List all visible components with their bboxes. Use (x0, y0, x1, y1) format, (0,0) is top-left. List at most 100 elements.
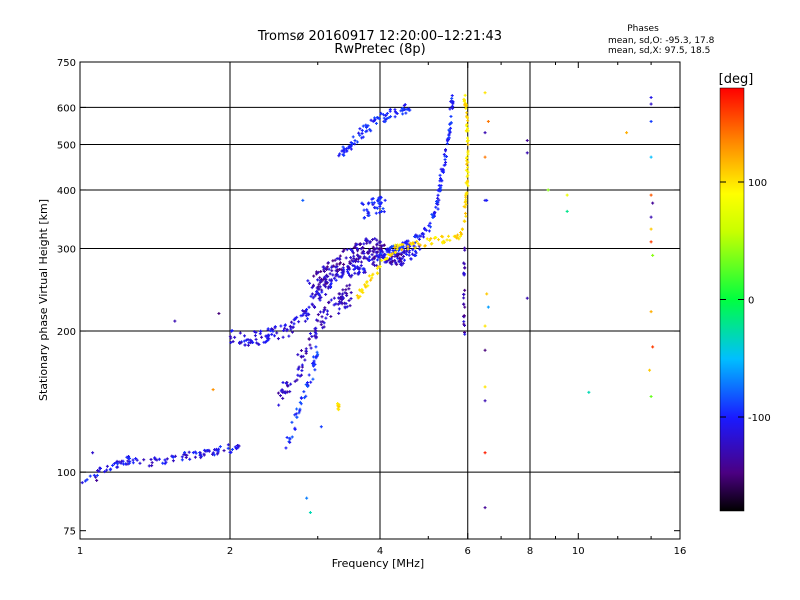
echo-point (299, 355, 303, 359)
echo-point (311, 296, 315, 300)
echo-point (408, 108, 412, 112)
echo-point (228, 450, 232, 454)
echo-point (290, 420, 294, 424)
echo-point (412, 242, 416, 246)
echo-point (298, 374, 302, 378)
echo-point (331, 273, 335, 277)
echo-point (465, 191, 469, 195)
echo-point (127, 461, 131, 465)
echo-point (436, 193, 440, 197)
echo-point (466, 173, 470, 177)
data-points (80, 91, 655, 515)
echo-point (427, 229, 431, 233)
echo-point (363, 268, 367, 272)
echo-point (311, 355, 315, 359)
echo-point (347, 299, 351, 303)
echo-point (462, 99, 466, 103)
echo-point (359, 260, 363, 264)
echo-point (382, 210, 386, 214)
echo-point (398, 246, 402, 250)
x-tick-label: 16 (674, 546, 687, 557)
echo-point (364, 238, 368, 242)
echo-point (651, 345, 655, 349)
echo-point (371, 119, 375, 123)
echo-point (375, 243, 379, 247)
echo-point (649, 193, 653, 197)
echo-point (422, 226, 426, 230)
echo-point (217, 312, 221, 316)
echo-point (103, 470, 107, 474)
echo-point (466, 138, 470, 142)
echo-point (336, 302, 340, 306)
echo-point (649, 240, 653, 244)
echo-point (375, 238, 379, 242)
echo-point (375, 267, 379, 271)
echo-point (337, 402, 341, 406)
echo-point (371, 245, 375, 249)
echo-point (349, 147, 353, 151)
echo-point (83, 479, 87, 483)
echo-point (649, 395, 653, 399)
echo-point (306, 384, 310, 388)
echo-point (339, 267, 343, 271)
echo-point (338, 301, 342, 305)
echo-point (121, 459, 125, 463)
echo-point (358, 256, 362, 260)
echo-point (405, 252, 409, 256)
echo-point (357, 271, 361, 275)
echo-point (371, 249, 375, 253)
echo-point (649, 102, 653, 106)
echo-point (483, 155, 487, 159)
echo-point (357, 131, 361, 135)
y-tick-label: 100 (57, 468, 76, 479)
echo-point (142, 458, 146, 462)
echo-point (353, 142, 357, 146)
echo-point (355, 257, 359, 261)
echo-point (290, 330, 294, 334)
echo-point (463, 288, 467, 292)
echo-point (464, 124, 468, 128)
echo-point (361, 250, 365, 254)
echo-point (462, 314, 466, 318)
echo-point (434, 205, 438, 209)
echo-point (361, 135, 365, 139)
phase-stats-label: Phases (627, 24, 659, 34)
echo-point (332, 296, 336, 300)
echo-point (323, 306, 327, 310)
echo-point (293, 316, 297, 320)
echo-point (463, 305, 467, 309)
echo-point (340, 149, 344, 153)
echo-point (267, 333, 271, 337)
echo-point (329, 281, 333, 285)
echo-point (462, 296, 466, 300)
echo-point (316, 287, 320, 291)
echo-point (253, 334, 257, 338)
echo-point (242, 339, 246, 343)
echo-point (131, 458, 135, 462)
echo-point (393, 251, 397, 255)
echo-point (95, 478, 99, 482)
echo-point (428, 221, 432, 225)
echo-point (483, 91, 487, 95)
echo-point (305, 496, 309, 500)
echo-point (565, 193, 569, 197)
echo-point (322, 308, 326, 312)
echo-point (384, 118, 388, 122)
echo-point (308, 343, 312, 347)
echo-point (463, 93, 467, 97)
echo-point (303, 319, 307, 323)
echo-point (486, 305, 490, 309)
echo-point (307, 305, 311, 309)
echo-point (372, 260, 376, 264)
echo-point (348, 283, 352, 287)
echo-point (292, 322, 296, 326)
echo-point (301, 198, 305, 202)
echo-point (211, 388, 215, 392)
echo-point (278, 394, 282, 398)
echo-point (288, 390, 292, 394)
colorbar-tick-label: -100 (748, 413, 771, 424)
echo-point (352, 245, 356, 249)
echo-point (365, 124, 369, 128)
echo-point (437, 238, 441, 242)
echo-point (329, 314, 333, 318)
